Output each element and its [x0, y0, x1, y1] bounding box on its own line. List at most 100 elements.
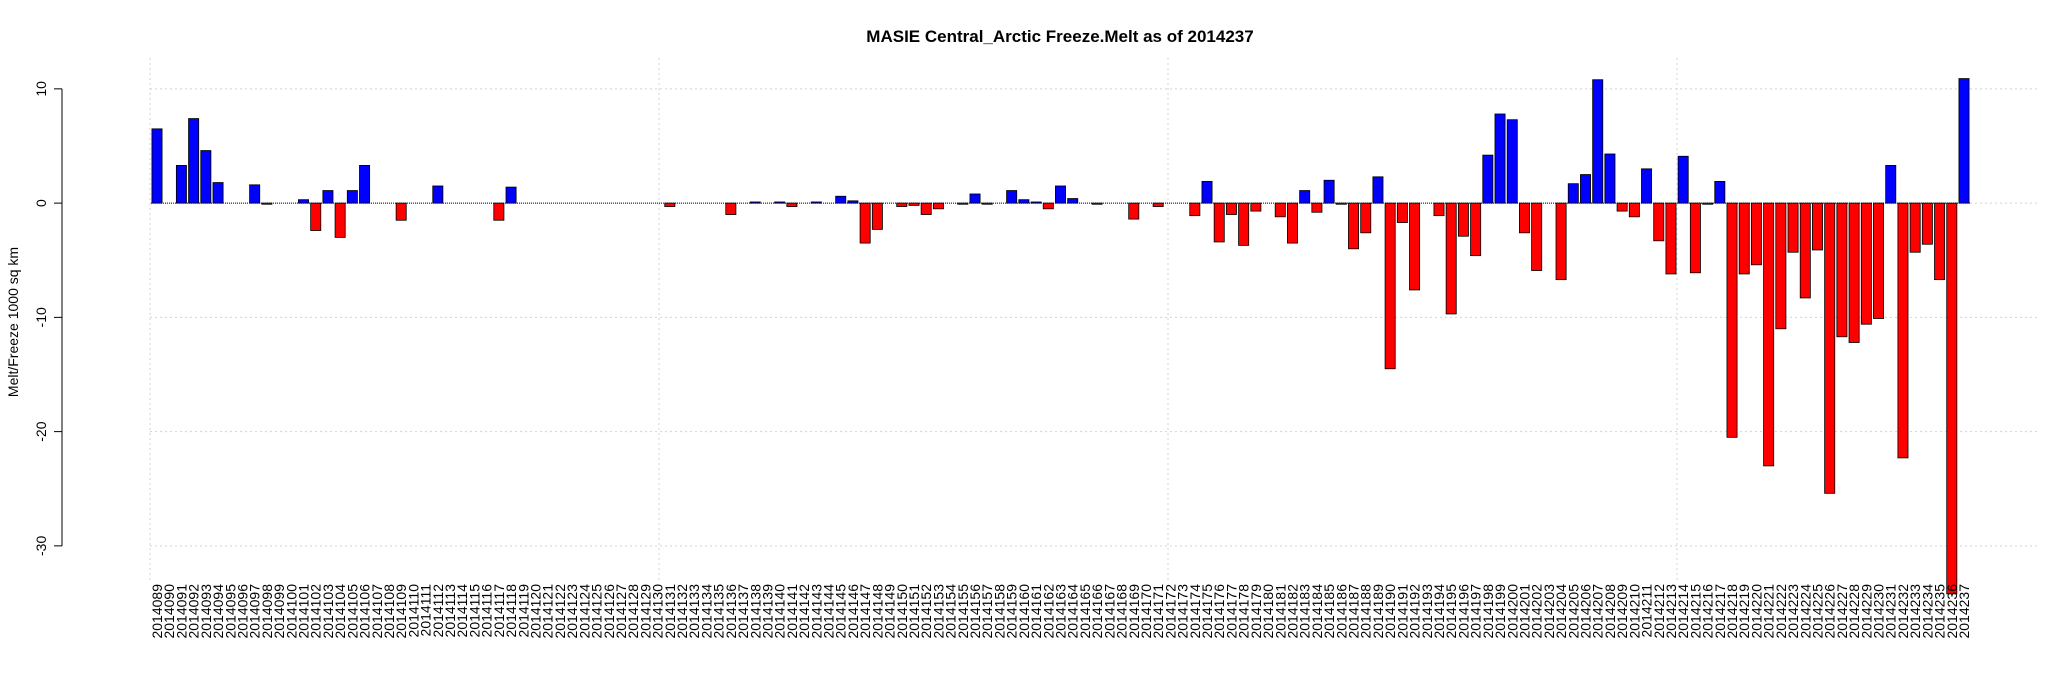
bar [310, 202, 322, 231]
bar [920, 202, 932, 215]
bar [1689, 202, 1701, 274]
y-tick-label: 0 [33, 199, 49, 207]
x-tick-label: 2014178 [1236, 584, 1252, 639]
x-tick-label: 2014105 [344, 584, 360, 639]
x-tick-label: 2014232 [1895, 584, 1911, 639]
x-tick-label: 2014094 [210, 584, 226, 639]
x-tick-label: 2014176 [1211, 584, 1227, 639]
bar [1702, 202, 1714, 205]
x-tick-label: 2014132 [674, 584, 690, 639]
x-tick-label: 2014101 [296, 584, 312, 639]
x-tick-label: 2014172 [1162, 584, 1178, 639]
bar [1787, 202, 1799, 253]
bar [1335, 202, 1347, 205]
x-tick-label: 2014133 [686, 584, 702, 639]
bar [1873, 202, 1885, 319]
bar [932, 202, 944, 210]
x-tick-label: 2014110 [405, 584, 421, 638]
bar [1750, 202, 1762, 266]
x-tick-label: 2014122 [552, 584, 568, 639]
bar [175, 165, 187, 204]
x-tick-label: 2014111 [418, 584, 434, 637]
bar [1555, 202, 1567, 281]
x-tick-label: 2014207 [1590, 584, 1606, 639]
x-tick-label: 2014220 [1748, 584, 1764, 639]
bar [1604, 153, 1616, 204]
bar [1665, 202, 1677, 275]
bar [1250, 202, 1262, 212]
x-tick-label: 2014216 [1700, 584, 1716, 639]
x-tick-label: 2014166 [1089, 584, 1105, 639]
x-tick-label: 2014179 [1248, 584, 1264, 639]
bar [1506, 119, 1518, 204]
x-tick-label: 2014195 [1443, 584, 1459, 639]
x-tick-label: 2014193 [1419, 584, 1435, 639]
x-tick-label: 2014169 [1126, 584, 1142, 639]
x-tick-label: 2014139 [759, 584, 775, 639]
bar [1360, 202, 1372, 234]
x-tick-label: 2014235 [1932, 584, 1948, 639]
x-tick-label: 2014199 [1492, 584, 1508, 639]
x-tick-label: 2014089 [149, 584, 165, 639]
x-tick-label: 2014158 [991, 584, 1007, 639]
bar [334, 202, 346, 238]
x-tick-label: 2014209 [1614, 584, 1630, 639]
x-tick-label: 2014130 [650, 584, 666, 639]
bar [1225, 202, 1237, 215]
x-tick-label: 2014230 [1871, 584, 1887, 639]
x-tick-label: 2014200 [1504, 584, 1520, 639]
bar [1958, 78, 1970, 204]
y-tick-label: 10 [33, 81, 49, 97]
x-tick-label: 2014149 [882, 584, 898, 639]
x-tick-label: 2014223 [1785, 584, 1801, 639]
bar [1848, 202, 1860, 343]
x-tick-label: 2014147 [857, 584, 873, 639]
bar [1006, 190, 1018, 204]
x-tick-label: 2014144 [821, 584, 837, 639]
bar [1824, 202, 1836, 494]
x-tick-label: 2014173 [1175, 584, 1191, 639]
bar [896, 202, 908, 207]
x-tick-label: 2014188 [1358, 584, 1374, 639]
y-axis-label: Melt/Freeze 1000 sq km [5, 247, 21, 397]
x-tick-label: 2014201 [1516, 584, 1532, 639]
x-tick-label: 2014196 [1455, 584, 1471, 639]
bar [725, 202, 737, 215]
x-tick-label: 2014140 [772, 584, 788, 639]
x-tick-label: 2014136 [723, 584, 739, 639]
bar [1152, 202, 1164, 207]
x-tick-label: 2014121 [540, 584, 556, 639]
x-tick-label: 2014231 [1883, 584, 1899, 639]
bar [1628, 202, 1640, 218]
bar [1201, 180, 1213, 204]
x-tick-label: 2014150 [894, 584, 910, 639]
bar [1067, 198, 1079, 204]
bar [774, 201, 786, 204]
x-tick-label: 2014090 [161, 584, 177, 639]
bar [1934, 202, 1946, 281]
bar [908, 202, 920, 206]
bar [1775, 202, 1787, 330]
x-tick-label: 2014234 [1919, 584, 1935, 639]
bar [1677, 155, 1689, 204]
bar [969, 193, 981, 204]
x-tick-label: 2014210 [1626, 584, 1642, 639]
x-tick-label: 2014141 [784, 584, 800, 639]
x-tick-label: 2014162 [1040, 584, 1056, 639]
x-tick-label: 2014202 [1529, 584, 1545, 639]
bar [212, 182, 224, 204]
bar [188, 118, 200, 204]
x-tick-label: 2014135 [711, 584, 727, 639]
bar [1384, 202, 1396, 370]
x-tick-label: 2014091 [173, 584, 189, 639]
x-tick-label: 2014198 [1480, 584, 1496, 639]
bar [1812, 202, 1823, 251]
x-tick-label: 2014131 [662, 584, 678, 639]
x-tick-label: 2014160 [1016, 584, 1032, 639]
x-tick-label: 2014180 [1260, 584, 1276, 639]
x-tick-label: 2014152 [918, 584, 934, 639]
x-tick-label: 2014109 [393, 584, 409, 639]
x-tick-label: 2014143 [808, 584, 824, 639]
bar [1323, 179, 1335, 204]
